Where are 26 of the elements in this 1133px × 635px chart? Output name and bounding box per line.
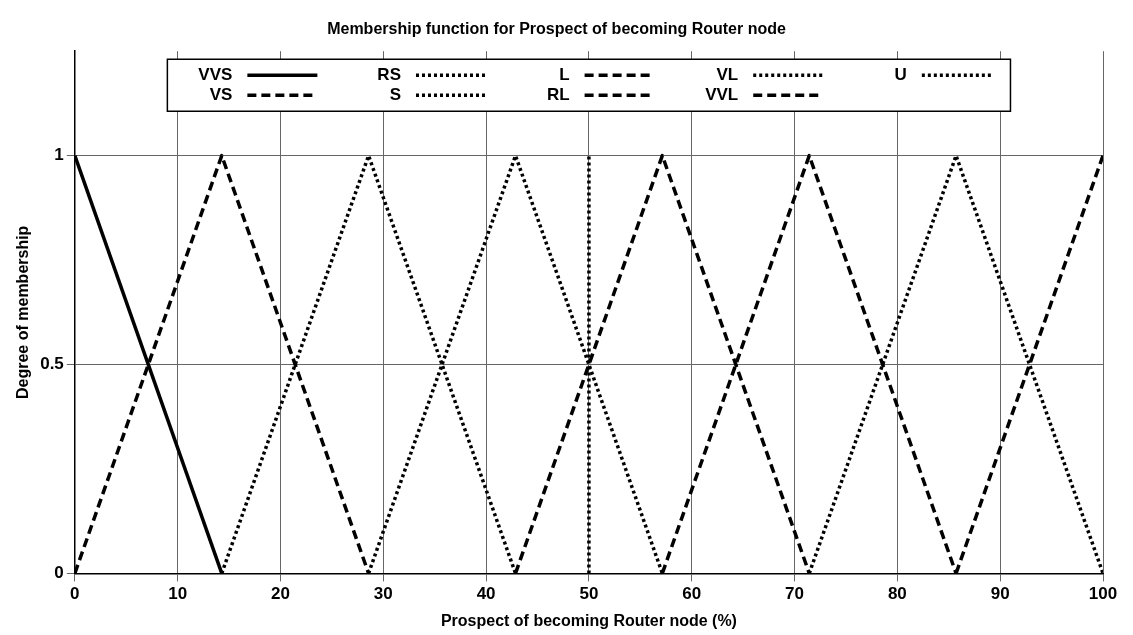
y-axis-title: Degree of membership	[14, 225, 32, 399]
legend-label: VVS	[198, 64, 233, 84]
legend-label: S	[389, 84, 401, 104]
y-tick-label: 0.5	[40, 354, 64, 374]
x-tick-label: 30	[373, 584, 393, 604]
legend-label: VL	[716, 64, 739, 84]
legend-label: VVL	[705, 84, 739, 104]
legend-label: L	[559, 64, 570, 84]
chart-title: Membership function for Prospect of becoming Router node	[327, 20, 786, 38]
legend-label: VS	[209, 84, 233, 104]
legend-label: RS	[377, 64, 401, 84]
x-tick-label: 70	[785, 584, 805, 604]
legend-label: U	[894, 64, 907, 84]
x-axis-title: Prospect of becoming Router node (%)	[440, 611, 737, 629]
x-tick-label: 60	[682, 584, 702, 604]
y-tick-label: 1	[54, 145, 64, 165]
legend-label: RL	[546, 84, 570, 104]
x-tick-label: 40	[476, 584, 496, 604]
x-tick-label: 50	[579, 584, 599, 604]
x-tick-label: 90	[990, 584, 1010, 604]
x-tick-label: 10	[168, 584, 188, 604]
x-tick-label: 100	[1088, 584, 1118, 604]
x-tick-label: 0	[70, 584, 80, 604]
x-tick-label: 20	[271, 584, 290, 604]
x-tick-label: 80	[887, 584, 907, 604]
y-tick-label: 0	[54, 563, 64, 583]
